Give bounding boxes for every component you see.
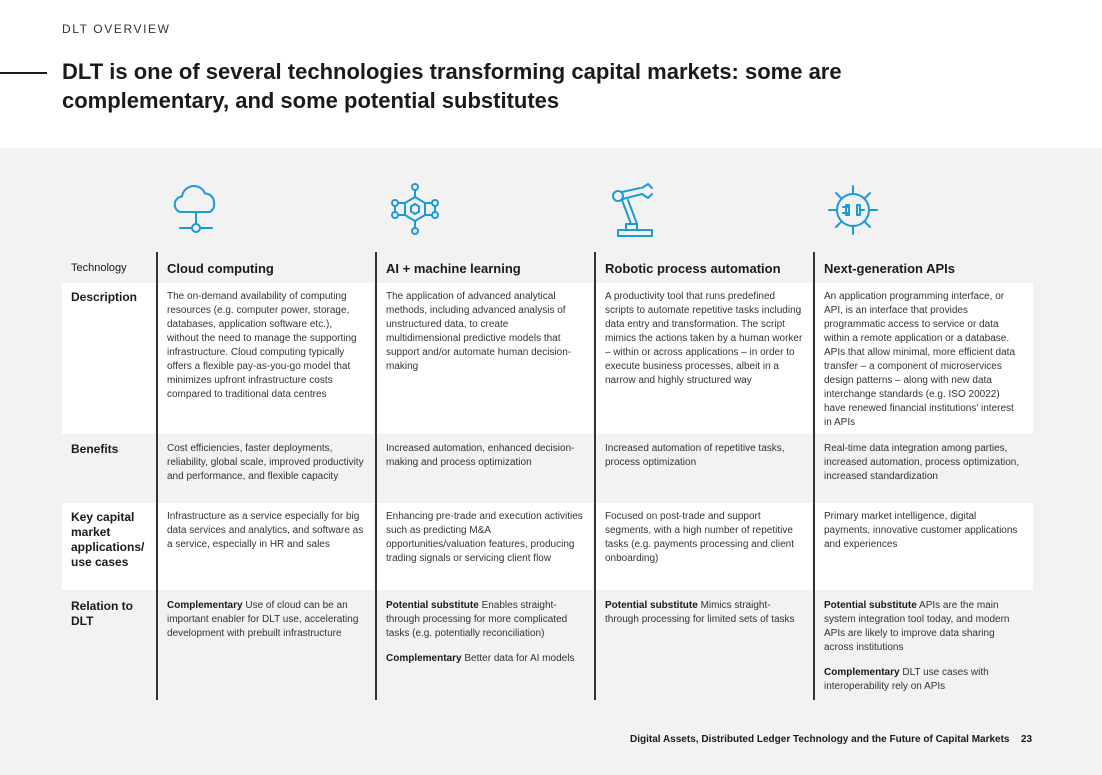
relation-paragraph: Potential substitute Enables straight-th… [386, 599, 584, 641]
row-label-applications: Key capital market applications/ use cas… [62, 503, 156, 590]
relation-type: Complementary [824, 667, 900, 678]
relation-text: APIs are the main system integration too… [824, 600, 1010, 653]
technology-header: AI + machine learning [386, 260, 521, 276]
row-label-benefits: Benefits [71, 442, 119, 456]
relation-text: Use of cloud can be an important enabler… [167, 600, 359, 639]
technology-header: Robotic process automation [605, 260, 781, 276]
relation-type: Complementary [167, 600, 243, 611]
relation-cell: Potential substitute Enables straight-th… [377, 592, 593, 700]
relation-cell: Potential substitute Mimics straight-thr… [596, 592, 812, 700]
relation-type: Potential substitute [605, 600, 698, 611]
applications-cell: Focused on post-trade and support segmen… [596, 503, 812, 590]
relation-paragraph: Complementary Use of cloud can be an imp… [167, 599, 365, 641]
relation-paragraph: Potential substitute Mimics straight-thr… [605, 599, 803, 627]
benefits-cell: Increased automation, enhanced decision-… [386, 443, 575, 468]
relation-cell: Complementary Use of cloud can be an imp… [158, 592, 374, 700]
description-cell: An application programming interface, or… [815, 283, 1033, 434]
column-divider [375, 252, 377, 700]
technology-header: Next-generation APIs [824, 260, 955, 276]
applications-cell: Infrastructure as a service especially f… [158, 503, 374, 590]
relation-type: Complementary [386, 653, 462, 664]
section-label: DLT OVERVIEW [62, 22, 171, 36]
row-label-technology: Technology [71, 261, 127, 274]
relation-type: Potential substitute [386, 600, 479, 611]
relation-text: Enables straight-through processing for … [386, 600, 568, 639]
relation-text: DLT use cases with interoperability rely… [824, 667, 989, 692]
relation-paragraph: Complementary Better data for AI models [386, 652, 584, 666]
description-cell: The application of advanced analytical m… [377, 283, 593, 434]
api-plug-icon [828, 185, 878, 235]
column-divider [813, 252, 815, 700]
benefits-cell: Real-time data integration among parties… [824, 443, 1020, 482]
title-rule [0, 72, 47, 74]
applications-cell: Enhancing pre-trade and execution activi… [377, 503, 593, 590]
relation-paragraph: Potential substitute APIs are the main s… [824, 599, 1024, 655]
cloud-icon [173, 185, 216, 233]
page-number: 23 [1021, 734, 1033, 745]
relation-paragraph: Complementary DLT use cases with interop… [824, 666, 1024, 694]
relation-type: Potential substitute [824, 600, 917, 611]
relation-text: Mimics straight-through processing for l… [605, 600, 795, 625]
applications-cell: Primary market intelligence, digital pay… [815, 503, 1033, 590]
neural-network-icon [391, 183, 439, 235]
description-cell: A productivity tool that runs predefined… [596, 283, 812, 434]
row-label-relation: Relation to DLT [71, 599, 133, 628]
column-divider [156, 252, 158, 700]
relation-cell: Potential substitute APIs are the main s… [815, 592, 1033, 700]
benefits-cell: Cost efficiencies, faster deployments, r… [167, 443, 364, 482]
content-panel [0, 148, 1102, 775]
row-label-description: Description [62, 283, 156, 434]
relation-text: Better data for AI models [461, 653, 575, 664]
column-divider [594, 252, 596, 700]
robotic-arm-icon [612, 183, 653, 237]
page-title: DLT is one of several technologies trans… [62, 59, 842, 113]
page-header: DLT OVERVIEW DLT is one of several techn… [0, 0, 1102, 148]
footer-text: Digital Assets, Distributed Ledger Techn… [630, 734, 1010, 745]
technology-header: Cloud computing [167, 260, 274, 276]
description-cell: The on-demand availability of computing … [158, 283, 374, 434]
benefits-cell: Increased automation of repetitive tasks… [605, 443, 785, 468]
